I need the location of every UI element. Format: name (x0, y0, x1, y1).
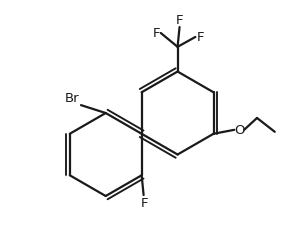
Text: F: F (141, 196, 148, 209)
Text: F: F (152, 27, 160, 40)
Text: F: F (196, 31, 204, 44)
Text: F: F (176, 14, 183, 27)
Text: O: O (234, 124, 245, 137)
Text: Br: Br (64, 92, 79, 105)
